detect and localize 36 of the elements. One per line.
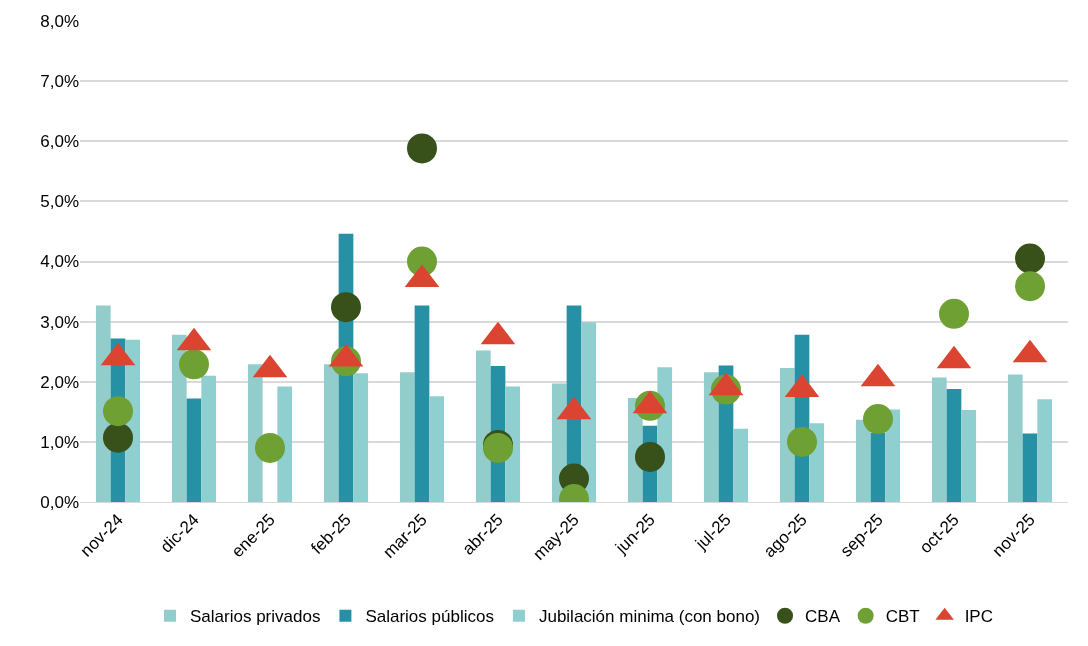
bar: [277, 386, 293, 502]
y-tick-label: 3,0%: [40, 312, 79, 332]
bar: [399, 372, 415, 502]
bar: [323, 364, 339, 502]
legend-label: Jubilación minima (con bono): [538, 607, 761, 627]
bar: [201, 375, 217, 502]
y-tick-label: 0,0%: [40, 492, 79, 512]
bar: [1022, 433, 1038, 502]
y-tick-label: 7,0%: [40, 72, 79, 92]
bar: [855, 419, 871, 502]
bar: [870, 432, 886, 502]
bar: [961, 410, 977, 502]
bar: [186, 398, 202, 502]
bar: [429, 396, 445, 502]
y-tick-label: 4,0%: [40, 252, 79, 272]
legend-label: Salarios privados: [190, 607, 321, 627]
legend-label: CBT: [885, 607, 920, 627]
y-tick-label: 8,0%: [40, 11, 79, 31]
bar: [505, 386, 521, 502]
legend-label: CBA: [805, 607, 841, 627]
bar: [353, 373, 369, 502]
legend-label: Salarios públicos: [365, 607, 494, 627]
bar: [1007, 374, 1023, 502]
bar: [946, 388, 962, 502]
legend-label: IPC: [964, 607, 993, 627]
y-tick-label: 5,0%: [40, 192, 79, 212]
y-tick-label: 2,0%: [40, 372, 79, 392]
bar: [931, 377, 947, 502]
bar: [1037, 399, 1053, 502]
bar: [414, 305, 430, 502]
bar: [733, 428, 749, 502]
bar: [475, 350, 491, 502]
bar: [171, 334, 187, 502]
bar: [703, 372, 719, 502]
y-tick-label: 6,0%: [40, 132, 79, 152]
y-tick-label: 1,0%: [40, 432, 79, 452]
